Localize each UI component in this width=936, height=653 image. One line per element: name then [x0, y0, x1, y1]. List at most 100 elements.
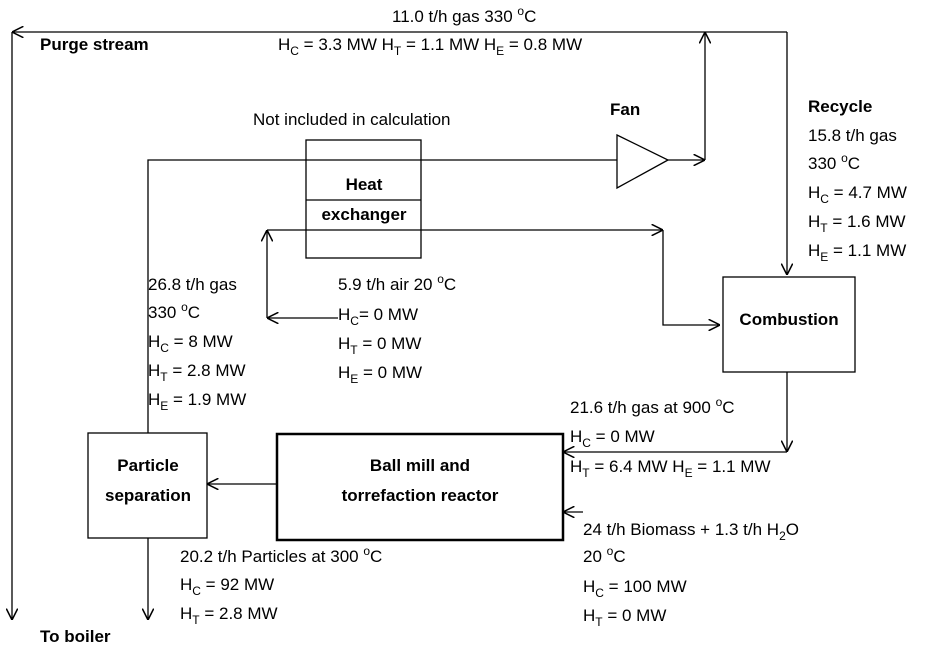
- flow-label: HC= 0 MW: [338, 305, 418, 328]
- label-text: H: [808, 241, 820, 260]
- flow-label: 330 oC: [148, 300, 200, 322]
- flow-label: HC = 100 MW: [583, 577, 687, 600]
- sub: T: [820, 221, 828, 235]
- label-text: = 2.8 MW: [200, 604, 278, 623]
- particle-separation-box: [87, 432, 208, 539]
- label-text: 5.9 t/h air 20: [338, 275, 437, 294]
- flow-label: HT = 0 MW: [338, 334, 421, 357]
- sup: o: [607, 544, 614, 558]
- label-text: 330: [148, 303, 181, 322]
- label-text: O: [786, 520, 799, 539]
- sup: o: [437, 272, 444, 286]
- flow-label: 26.8 t/h gas: [148, 275, 237, 294]
- sup: o: [363, 544, 370, 558]
- sub: T: [350, 343, 358, 357]
- label-text: 24 t/h Biomass + 1.3 t/h H: [583, 520, 779, 539]
- label-text: 15.8 t/h gas: [808, 126, 897, 145]
- flow-label: HT = 1.6 MW: [808, 212, 906, 235]
- node-label: Ball mill and: [370, 456, 470, 475]
- flow-label: HC = 3.3 MW HT = 1.1 MW HE = 0.8 MW: [278, 35, 582, 58]
- sub: T: [394, 44, 402, 58]
- label-text: H: [148, 390, 160, 409]
- flow-label: Recycle: [808, 97, 872, 116]
- label-text: = 100 MW: [604, 577, 687, 596]
- gas-line: [147, 159, 617, 433]
- label-text: H: [148, 332, 160, 351]
- flow-label: Not included in calculation: [253, 110, 451, 129]
- sub: C: [595, 586, 604, 600]
- label-text: = 1.6 MW: [828, 212, 906, 231]
- label-text: H: [808, 212, 820, 231]
- label-text: = 0.8 MW: [504, 35, 582, 54]
- label-text: Recycle: [808, 97, 872, 116]
- label-text: = 0 MW: [591, 427, 655, 446]
- label-text: = 2.8 MW: [168, 361, 246, 380]
- heat-exchanger-box: [305, 139, 422, 259]
- flow-label: HE = 0 MW: [338, 363, 422, 386]
- sup: o: [716, 395, 723, 409]
- flow-label: HT = 2.8 MW: [180, 604, 278, 627]
- sup: o: [517, 4, 524, 18]
- connectors: [12, 32, 787, 620]
- label-text: 26.8 t/h gas: [148, 275, 237, 294]
- node-label: Heat: [346, 175, 383, 194]
- label-text: = 92 MW: [201, 575, 274, 594]
- sub: E: [160, 399, 168, 413]
- label-text: = 0 MW: [358, 334, 422, 353]
- flow-label: HC = 0 MW: [570, 427, 655, 450]
- label-text: 20.2 t/h Particles at 300: [180, 547, 363, 566]
- label-text: H: [583, 577, 595, 596]
- label-text: = 3.3 MW H: [299, 35, 394, 54]
- label-text: H: [338, 334, 350, 353]
- flow-label: HC = 4.7 MW: [808, 183, 907, 206]
- label-text: H: [278, 35, 290, 54]
- flow-label: 5.9 t/h air 20 oC: [338, 272, 456, 294]
- label-text: 21.6 t/h gas at 900: [570, 398, 716, 417]
- label-text: = 4.7 MW: [829, 183, 907, 202]
- label-text: Fan: [610, 100, 640, 119]
- flow-label: HT = 6.4 MW HE = 1.1 MW: [570, 457, 771, 480]
- node-label: separation: [105, 486, 191, 505]
- flow-label: 24 t/h Biomass + 1.3 t/h H2O: [583, 520, 799, 543]
- label-text: = 6.4 MW H: [590, 457, 685, 476]
- label-text: To boiler: [40, 627, 111, 646]
- air-to-combustion: [662, 230, 720, 325]
- node-label: torrefaction reactor: [342, 486, 499, 505]
- sub: C: [820, 192, 829, 206]
- flow-label: 21.6 t/h gas at 900 oC: [570, 395, 735, 417]
- flow-label: HT = 2.8 MW: [148, 361, 246, 384]
- fan: [616, 133, 670, 190]
- label-text: H: [570, 457, 582, 476]
- label-text: 330: [808, 154, 841, 173]
- sup: o: [841, 151, 848, 165]
- label-text: = 1.1 MW: [828, 241, 906, 260]
- flow-label: HT = 0 MW: [583, 606, 666, 629]
- label-text: = 1.9 MW: [168, 390, 246, 409]
- label-text: Not included in calculation: [253, 110, 451, 129]
- label-text: 20: [583, 547, 607, 566]
- sub: T: [192, 613, 200, 627]
- label-text: H: [180, 604, 192, 623]
- label-text: = 1.1 MW H: [401, 35, 496, 54]
- flow-label: HC = 92 MW: [180, 575, 274, 598]
- sub: C: [582, 436, 591, 450]
- label-text: H: [808, 183, 820, 202]
- flow-label: 20.2 t/h Particles at 300 oC: [180, 544, 382, 566]
- label-text: C: [524, 7, 536, 26]
- label-text: H: [570, 427, 582, 446]
- label-text: C: [722, 398, 734, 417]
- label-text: C: [370, 547, 382, 566]
- nodes: [87, 139, 856, 542]
- label-text: = 0 MW: [603, 606, 667, 625]
- flow-label: Purge stream: [40, 35, 149, 54]
- label-text: C: [444, 275, 456, 294]
- label-text: C: [188, 303, 200, 322]
- sub: C: [160, 341, 169, 355]
- flow-label: 11.0 t/h gas 330 oC: [392, 4, 536, 26]
- ball-mill-box: [275, 432, 565, 542]
- sub: E: [496, 44, 504, 58]
- sub: T: [595, 615, 603, 629]
- node-label: Combustion: [739, 310, 838, 329]
- flow-label: 330 oC: [808, 151, 860, 173]
- label-text: = 0 MW: [358, 363, 422, 382]
